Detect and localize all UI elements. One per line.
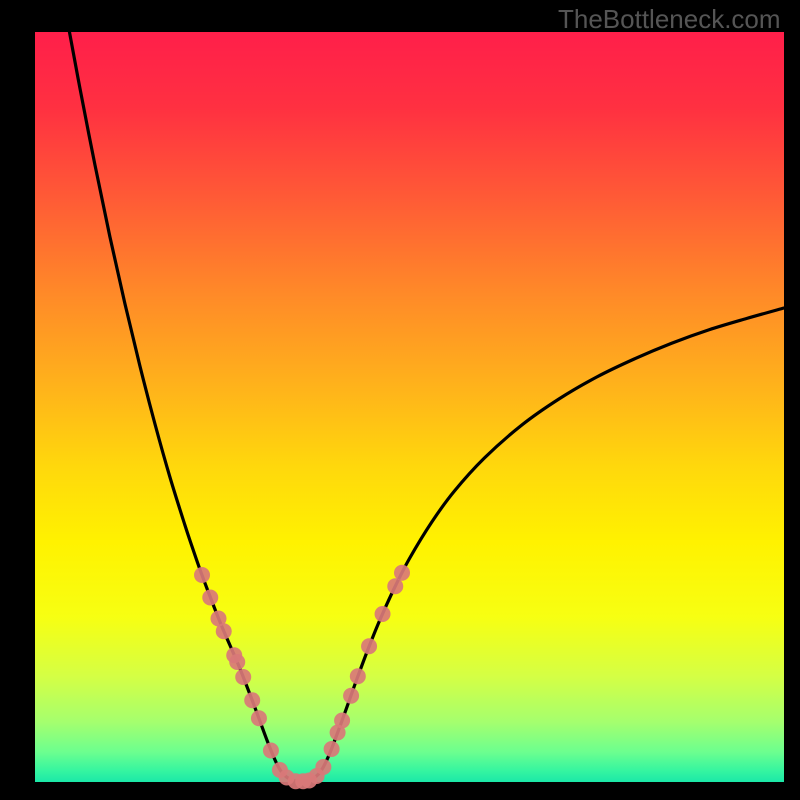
chart-container: TheBottleneck.com bbox=[0, 0, 800, 800]
data-marker bbox=[235, 669, 251, 685]
data-marker bbox=[263, 743, 279, 759]
bottleneck-chart bbox=[0, 0, 800, 800]
data-marker bbox=[350, 668, 366, 684]
data-marker bbox=[394, 565, 410, 581]
data-marker bbox=[375, 606, 391, 622]
data-marker bbox=[334, 713, 350, 729]
data-marker bbox=[194, 567, 210, 583]
plot-background bbox=[35, 32, 784, 782]
data-marker bbox=[251, 710, 267, 726]
data-marker bbox=[229, 654, 245, 670]
data-marker bbox=[315, 759, 331, 775]
data-marker bbox=[202, 590, 218, 606]
data-marker bbox=[361, 638, 377, 654]
data-marker bbox=[324, 741, 340, 757]
data-marker bbox=[244, 692, 260, 708]
data-marker bbox=[343, 688, 359, 704]
data-marker bbox=[216, 623, 232, 639]
